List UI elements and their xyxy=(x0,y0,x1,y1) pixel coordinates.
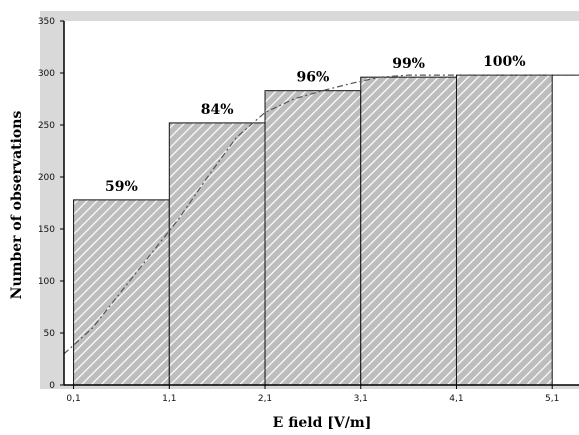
bars-group xyxy=(73,74,579,386)
x-axis-title: E field [V/m] xyxy=(273,415,372,431)
bar-label-1: 84% xyxy=(201,102,234,118)
x-tick-label-4: 4,1 xyxy=(449,394,463,404)
x-ticks-group: 0,1 1,1 2,1 3,1 4,1 5,1 xyxy=(66,385,559,404)
y-tick-label-7: 350 xyxy=(38,17,55,27)
cumulative-curve xyxy=(63,74,579,355)
x-tick-label-0: 0,1 xyxy=(66,394,80,404)
bar-label-3: 99% xyxy=(392,56,425,72)
bar-label-0: 59% xyxy=(105,179,138,195)
y-tick-label-6: 300 xyxy=(38,69,55,79)
bar-2 xyxy=(264,90,362,386)
bar-0 xyxy=(73,199,170,386)
bar-3 xyxy=(360,76,457,386)
y-ticks-group: 0 50 100 150 200 250 300 350 xyxy=(38,17,64,391)
bar-4 xyxy=(455,74,553,386)
y-tick-label-0: 0 xyxy=(49,381,55,391)
bar-labels-group: 59% 84% 96% 99% 100% xyxy=(105,54,526,195)
y-tick-label-2: 100 xyxy=(38,277,55,287)
y-axis-title: Number of observations xyxy=(9,111,25,300)
bar-1 xyxy=(168,122,266,386)
y-tick-label-3: 150 xyxy=(38,225,55,235)
y-tick-label-4: 200 xyxy=(38,173,55,183)
x-tick-label-2: 2,1 xyxy=(258,394,272,404)
bar-label-4: 100% xyxy=(483,54,526,70)
y-tick-label-1: 50 xyxy=(44,329,56,339)
bar-label-2: 96% xyxy=(296,70,329,86)
y-tick-label-5: 250 xyxy=(38,121,55,131)
x-tick-label-5: 5,1 xyxy=(545,394,559,404)
x-tick-label-3: 3,1 xyxy=(354,394,368,404)
x-tick-label-1: 1,1 xyxy=(162,394,176,404)
